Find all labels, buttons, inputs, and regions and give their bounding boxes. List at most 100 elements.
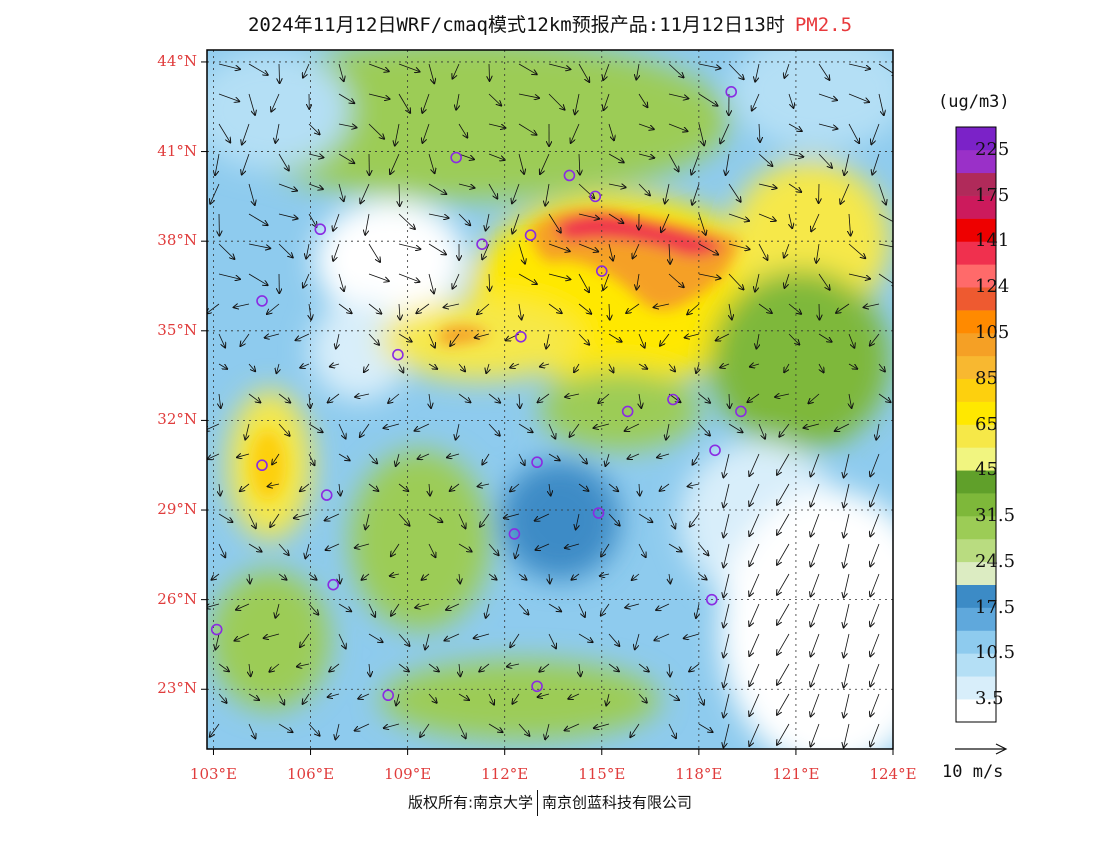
wind-arrow — [278, 183, 297, 191]
wind-arrow — [308, 183, 323, 189]
wind-arrow — [818, 153, 832, 168]
wind-arrow — [248, 213, 268, 225]
lat-label: 23°N — [157, 679, 197, 698]
wind-arrow — [368, 93, 390, 99]
wind-arrow — [486, 213, 489, 230]
wind-arrow — [548, 633, 556, 648]
wind-arrow — [240, 483, 250, 491]
colorbar-swatch — [956, 561, 996, 585]
lon-label: 124°E — [869, 765, 917, 783]
wind-arrow — [749, 543, 760, 566]
city-station-marker — [256, 295, 268, 307]
wind-arrow — [248, 363, 255, 371]
colorbar-swatch — [956, 401, 996, 425]
wind-arrow — [811, 543, 820, 566]
footer-right: 南京创蓝科技有限公司 — [542, 793, 693, 812]
colorbar-swatch — [956, 584, 996, 608]
wind-arrow — [278, 153, 289, 170]
wind-arrow — [844, 153, 850, 175]
wind-arrow — [429, 393, 431, 408]
wind-arrow — [369, 663, 370, 676]
wind-arrow — [818, 273, 830, 290]
wind-arrow — [429, 483, 430, 496]
wind-arrow — [777, 543, 790, 565]
wind-arrow — [600, 574, 610, 576]
wind-arrow — [219, 393, 221, 408]
wind-arrow — [215, 153, 220, 175]
wind-arrow — [594, 723, 610, 728]
colorbar-swatch — [956, 195, 996, 219]
wind-arrow — [218, 93, 239, 101]
wind-arrow — [639, 483, 640, 496]
wind-arrow — [210, 183, 220, 204]
wind-arrow — [698, 213, 706, 235]
wind-arrow — [296, 333, 310, 340]
wind-arrow — [638, 543, 646, 557]
city-station-marker — [392, 348, 404, 361]
wind-arrow — [777, 693, 790, 715]
wind-arrow — [669, 243, 670, 264]
wind-arrow — [391, 603, 400, 616]
wind-arrow — [870, 543, 880, 566]
wind-arrow — [388, 393, 400, 403]
wind-arrow — [870, 333, 880, 346]
wind-arrow — [654, 633, 670, 640]
wind-arrow — [510, 633, 520, 647]
wind-arrow — [755, 63, 760, 82]
wind-arrow — [538, 694, 550, 697]
wind-arrow — [598, 393, 610, 403]
city-station-marker — [709, 444, 721, 457]
wind-arrow — [549, 573, 550, 583]
wind-arrow — [808, 393, 820, 403]
wind-arrow — [565, 723, 580, 730]
wind-arrow — [698, 723, 713, 732]
wind-arrow — [811, 603, 820, 626]
wind-arrow — [870, 453, 880, 476]
wind-arrow — [608, 243, 613, 261]
wind-arrow — [579, 663, 581, 676]
wind-arrow — [608, 213, 623, 223]
wind-arrow — [338, 303, 352, 313]
city-station-marker — [621, 405, 634, 418]
wind-arrow — [458, 393, 470, 402]
wind-arrow — [519, 303, 522, 319]
wind-arrow — [240, 333, 250, 346]
city-station-marker — [725, 86, 738, 98]
wind-arrow — [811, 573, 820, 596]
lat-label: 26°N — [157, 589, 197, 608]
wind-arrow — [626, 303, 640, 313]
colorbar-swatch — [956, 127, 996, 151]
wind-arrow — [811, 723, 820, 746]
colorbar-swatch — [956, 241, 996, 265]
wind-arrow — [482, 243, 490, 259]
wind-arrow — [458, 153, 474, 159]
wind-arrow — [418, 453, 430, 459]
wind-arrow — [608, 513, 620, 526]
wind-arrow — [210, 723, 220, 737]
legend-label: 105 — [975, 321, 1010, 343]
city-station-marker — [531, 456, 543, 469]
wind-arrow — [788, 93, 793, 108]
wind-arrow — [632, 573, 640, 580]
wind-arrow — [570, 423, 580, 437]
lon-label: 118°E — [675, 765, 723, 783]
wind-arrow — [489, 63, 490, 81]
wind-arrow — [208, 453, 220, 459]
wind-arrow — [628, 453, 640, 459]
wind-arrow — [747, 393, 760, 402]
wind-arrow — [339, 483, 340, 496]
wind-arrow — [870, 663, 880, 686]
wind-arrow — [422, 573, 430, 580]
wind-arrow — [844, 723, 850, 747]
wind-arrow — [811, 663, 820, 686]
wind-arrow — [444, 633, 460, 640]
lon-label: 106°E — [287, 765, 335, 783]
city-station-marker — [327, 578, 339, 591]
wind-arrow — [368, 453, 377, 463]
wind-arrow — [218, 63, 240, 69]
wind-arrow — [458, 123, 467, 138]
wind-arrow — [248, 393, 260, 402]
wind-arrow — [488, 153, 505, 160]
wind-arrow — [300, 483, 310, 491]
wind-arrow — [723, 453, 730, 477]
